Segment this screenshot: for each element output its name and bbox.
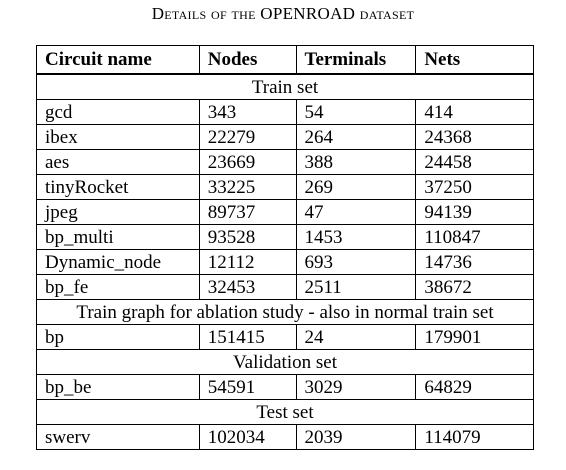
nets-cell: 24458 [416,150,534,175]
circuit-name-cell: bp_be [37,375,200,400]
terminals-cell: 54 [296,100,416,125]
table-row: tinyRocket 33225 269 37250 [37,175,534,200]
nodes-cell: 12112 [199,250,296,275]
terminals-cell: 693 [296,250,416,275]
nodes-cell: 33225 [199,175,296,200]
nodes-cell: 102034 [199,425,296,450]
terminals-cell: 24 [296,325,416,350]
nets-cell: 114079 [416,425,534,450]
nets-cell: 64829 [416,375,534,400]
circuit-name-cell: jpeg [37,200,200,225]
circuit-name-cell: swerv [37,425,200,450]
terminals-cell: 47 [296,200,416,225]
nodes-cell: 89737 [199,200,296,225]
section-row-validation: Validation set [37,350,534,375]
header-circuit-name: Circuit name [37,46,200,75]
nodes-cell: 343 [199,100,296,125]
section-title: Train graph for ablation study - also in… [37,300,534,325]
circuit-name-cell: bp_multi [37,225,200,250]
terminals-cell: 2039 [296,425,416,450]
terminals-cell: 1453 [296,225,416,250]
circuit-name-cell: gcd [37,100,200,125]
header-terminals: Terminals [296,46,416,75]
table-row: jpeg 89737 47 94139 [37,200,534,225]
nodes-cell: 22279 [199,125,296,150]
nets-cell: 14736 [416,250,534,275]
table-row: bp_fe 32453 2511 38672 [37,275,534,300]
nets-cell: 37250 [416,175,534,200]
dataset-table: Circuit name Nodes Terminals Nets Train … [36,45,534,450]
terminals-cell: 3029 [296,375,416,400]
circuit-name-cell: aes [37,150,200,175]
circuit-name-cell: bp_fe [37,275,200,300]
terminals-cell: 264 [296,125,416,150]
table-row: ibex 22279 264 24368 [37,125,534,150]
table-row: swerv 102034 2039 114079 [37,425,534,450]
header-row: Circuit name Nodes Terminals Nets [37,46,534,75]
header-nets: Nets [416,46,534,75]
section-title: Train set [37,74,534,100]
circuit-name-cell: bp [37,325,200,350]
nets-cell: 24368 [416,125,534,150]
section-row-train: Train set [37,74,534,100]
table-row: bp_multi 93528 1453 110847 [37,225,534,250]
circuit-name-cell: ibex [37,125,200,150]
section-row-ablation: Train graph for ablation study - also in… [37,300,534,325]
table-row: aes 23669 388 24458 [37,150,534,175]
table-row: gcd 343 54 414 [37,100,534,125]
section-row-test: Test set [37,400,534,425]
nets-cell: 110847 [416,225,534,250]
nets-cell: 179901 [416,325,534,350]
nets-cell: 94139 [416,200,534,225]
circuit-name-cell: Dynamic_node [37,250,200,275]
table-row: Dynamic_node 12112 693 14736 [37,250,534,275]
nodes-cell: 23669 [199,150,296,175]
nodes-cell: 93528 [199,225,296,250]
table-row: bp 151415 24 179901 [37,325,534,350]
circuit-name-cell: tinyRocket [37,175,200,200]
table-row: bp_be 54591 3029 64829 [37,375,534,400]
nodes-cell: 32453 [199,275,296,300]
nodes-cell: 151415 [199,325,296,350]
terminals-cell: 269 [296,175,416,200]
terminals-cell: 2511 [296,275,416,300]
nets-cell: 414 [416,100,534,125]
nets-cell: 38672 [416,275,534,300]
terminals-cell: 388 [296,150,416,175]
section-title: Test set [37,400,534,425]
nodes-cell: 54591 [199,375,296,400]
section-title: Validation set [37,350,534,375]
header-nodes: Nodes [199,46,296,75]
table-caption: Details of the OPENROAD dataset [0,4,566,24]
